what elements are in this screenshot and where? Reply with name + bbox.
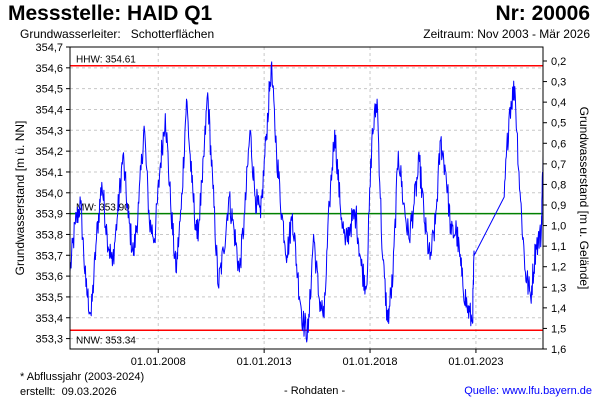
source-link[interactable]: Quelle: www.lfu.bayern.de	[464, 385, 592, 397]
y-tick-label: 353,6	[35, 271, 63, 283]
footnote: * Abflussjahr (2003-2024)	[20, 371, 145, 383]
y-tick-label: 354,5	[35, 84, 63, 96]
y-tick-label: 354,7	[35, 42, 63, 54]
y2-tick-label: 1,3	[551, 282, 566, 294]
aquifer-line: Grundwasserleiter: Schotterflächen	[20, 27, 214, 41]
y-tick-label: 354,6	[35, 63, 63, 75]
aquifer-value: Schotterflächen	[130, 27, 215, 41]
x-tick-label: 01.01.2013	[237, 356, 292, 368]
x-tick-label: 01.01.2023	[448, 356, 503, 368]
y2-tick-label: 0,6	[551, 138, 566, 150]
y2-tick-label: 1,6	[551, 344, 566, 356]
y2-tick-label: 0,9	[551, 200, 566, 212]
y2-tick-label: 1,5	[551, 323, 566, 335]
axis-layer: 353,3 353,4 353,5 353,6 353,7 353,8 353,9 354,0…	[35, 42, 566, 368]
y2-tick-label: 0,7	[551, 159, 566, 171]
y-axis-label-right: Grundwasserstand [m u. Gelände]	[577, 107, 591, 290]
y-tick-label: 354,4	[35, 104, 63, 116]
x-tick-label: 01.01.2008	[131, 356, 186, 368]
y2-tick-label: 0,5	[551, 118, 566, 130]
y2-tick-label: 0,4	[551, 97, 566, 109]
y-tick-label: 354,1	[35, 167, 63, 179]
y2-tick-label: 1,2	[551, 262, 566, 274]
y-tick-label: 353,4	[35, 313, 63, 325]
grid-layer	[70, 46, 543, 349]
y2-tick-label: 1,4	[551, 303, 566, 315]
y-tick-label: 354,2	[35, 146, 63, 158]
y2-tick-label: 0,8	[551, 179, 566, 191]
y-tick-label: 353,8	[35, 229, 63, 241]
y2-tick-label: 1,0	[551, 221, 566, 233]
y-tick-label: 354,3	[35, 125, 63, 137]
y-tick-label: 353,9	[35, 209, 63, 221]
x-tick-label: 01.01.2018	[343, 356, 398, 368]
y2-tick-label: 0,3	[551, 77, 566, 89]
y-tick-label: 353,5	[35, 292, 63, 304]
y2-tick-label: 1,1	[551, 241, 566, 253]
series-layer	[69, 61, 544, 343]
created-date: 09.03.2026	[61, 386, 117, 398]
y-tick-label: 353,3	[35, 334, 63, 346]
series-line	[69, 61, 544, 343]
station-title: Messstelle: HAID Q1	[8, 2, 213, 25]
aquifer-label: Grundwasserleiter:	[20, 27, 121, 41]
data-kind-label: - Rohdaten -	[284, 385, 346, 397]
hhw-line-label: HHW: 354.61	[76, 55, 136, 66]
y2-tick-label: 0,2	[551, 56, 566, 68]
created-line: erstellt: 09.03.2026	[20, 386, 117, 398]
y-axis-label-left: Grundwasserstand [m ü. NN]	[13, 121, 27, 276]
y-tick-label: 353,7	[35, 250, 63, 262]
plot-frame	[69, 46, 544, 350]
station-number: Nr: 20006	[495, 2, 590, 25]
nnw-line-label: NNW: 353.34	[76, 335, 136, 346]
mw-line-label: MW: 353.90	[76, 203, 130, 214]
period-label: Zeitraum: Nov 2003 - Mär 2026	[423, 27, 590, 41]
created-label: erstellt:	[20, 386, 56, 398]
y-tick-label: 354,0	[35, 188, 63, 200]
reference-lines: HHW: 354.61 MW: 353.90 NNW: 353.34	[70, 55, 543, 346]
